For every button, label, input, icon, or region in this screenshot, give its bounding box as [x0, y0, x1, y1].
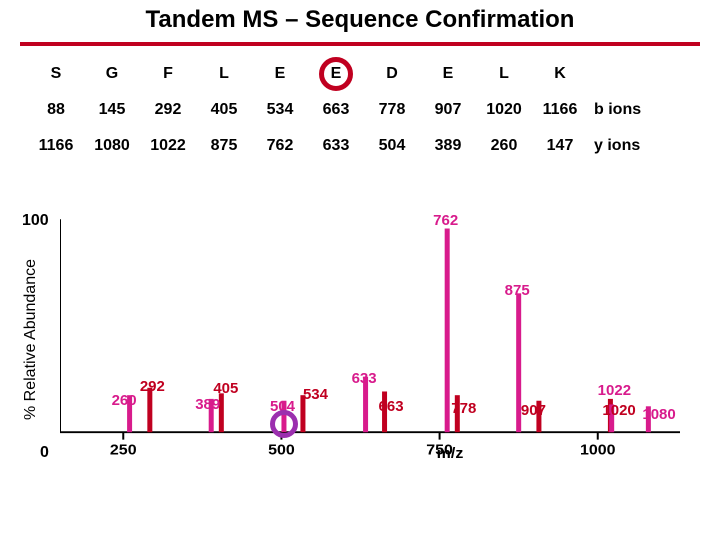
y-ion-peak	[445, 229, 450, 433]
peak-label: 504	[270, 398, 295, 415]
peak-label: 405	[213, 380, 238, 397]
residue-cell: E	[252, 56, 308, 92]
ion-table-residue-row: SGFLEEDELK	[28, 56, 666, 92]
peak-label: 534	[303, 386, 328, 403]
page: Tandem MS – Sequence Confirmation SGFLEE…	[0, 0, 720, 540]
mass-spectrum-chart: 2505007501000 m/z	[60, 210, 680, 460]
peak-label: 778	[451, 400, 476, 417]
peak-label: 633	[352, 370, 377, 387]
residue-cell: D	[364, 56, 420, 92]
b-ion-cell: 145	[84, 92, 140, 128]
y-tick-0: 0	[40, 444, 49, 462]
b-ion-cell: 1020	[476, 92, 532, 128]
peak-label: 1022	[598, 382, 631, 399]
x-axis-label: m/z	[437, 446, 464, 460]
x-tick-label: 250	[110, 442, 137, 458]
b-ion-cell: 663	[308, 92, 364, 128]
peak-label: 875	[505, 282, 530, 299]
page-title: Tandem MS – Sequence Confirmation	[0, 6, 720, 34]
y-ion-cell: 762	[252, 128, 308, 164]
residue-cell: G	[84, 56, 140, 92]
residue-cell: K	[532, 56, 588, 92]
residue-cell: E	[420, 56, 476, 92]
b-ion-cell: 1166	[532, 92, 588, 128]
x-tick-label: 500	[268, 442, 295, 458]
b-ion-cell: 778	[364, 92, 420, 128]
ion-table-b-row: 8814529240553466377890710201166b ions	[28, 92, 666, 128]
peak-label: 1020	[602, 402, 635, 419]
peak-label: 907	[521, 402, 546, 419]
b-ion-cell: 292	[140, 92, 196, 128]
peak-label: 1080	[642, 406, 675, 423]
ion-table: SGFLEEDELK 88145292405534663778907102011…	[28, 56, 666, 164]
x-ticks: 2505007501000	[110, 432, 616, 458]
x-tick-label: 1000	[580, 442, 616, 458]
residue-cell: S	[28, 56, 84, 92]
y-ion-cell: 1022	[140, 128, 196, 164]
y-ion-cell: 1166	[28, 128, 84, 164]
y-ion-cell: 875	[196, 128, 252, 164]
y-ion-cell: 504	[364, 128, 420, 164]
b-ion-cell: 405	[196, 92, 252, 128]
peak-label: 292	[140, 378, 165, 395]
y-ion-cell: 633	[308, 128, 364, 164]
y-axis-label: % Relative Abundance	[22, 259, 40, 420]
b-ions-label: b ions	[588, 92, 666, 128]
residue-cell: L	[476, 56, 532, 92]
peak-label: 389	[195, 396, 220, 413]
y-ions-label: y ions	[588, 128, 666, 164]
residue-cell: E	[308, 56, 364, 92]
title-rule	[20, 42, 700, 46]
peak-label: 762	[433, 212, 458, 229]
b-ion-cell: 907	[420, 92, 476, 128]
b-ion-cell: 88	[28, 92, 84, 128]
residue-cell: F	[140, 56, 196, 92]
y-ion-cell: 1080	[84, 128, 140, 164]
peak-label: 663	[379, 398, 404, 415]
y-tick-100: 100	[22, 212, 49, 230]
ion-table-y-row: 116610801022875762633504389260147y ions	[28, 128, 666, 164]
residue-cell: L	[196, 56, 252, 92]
peak-label: 260	[112, 392, 137, 409]
b-ion-cell: 534	[252, 92, 308, 128]
y-ion-cell: 147	[532, 128, 588, 164]
y-ion-cell: 260	[476, 128, 532, 164]
y-ion-cell: 389	[420, 128, 476, 164]
